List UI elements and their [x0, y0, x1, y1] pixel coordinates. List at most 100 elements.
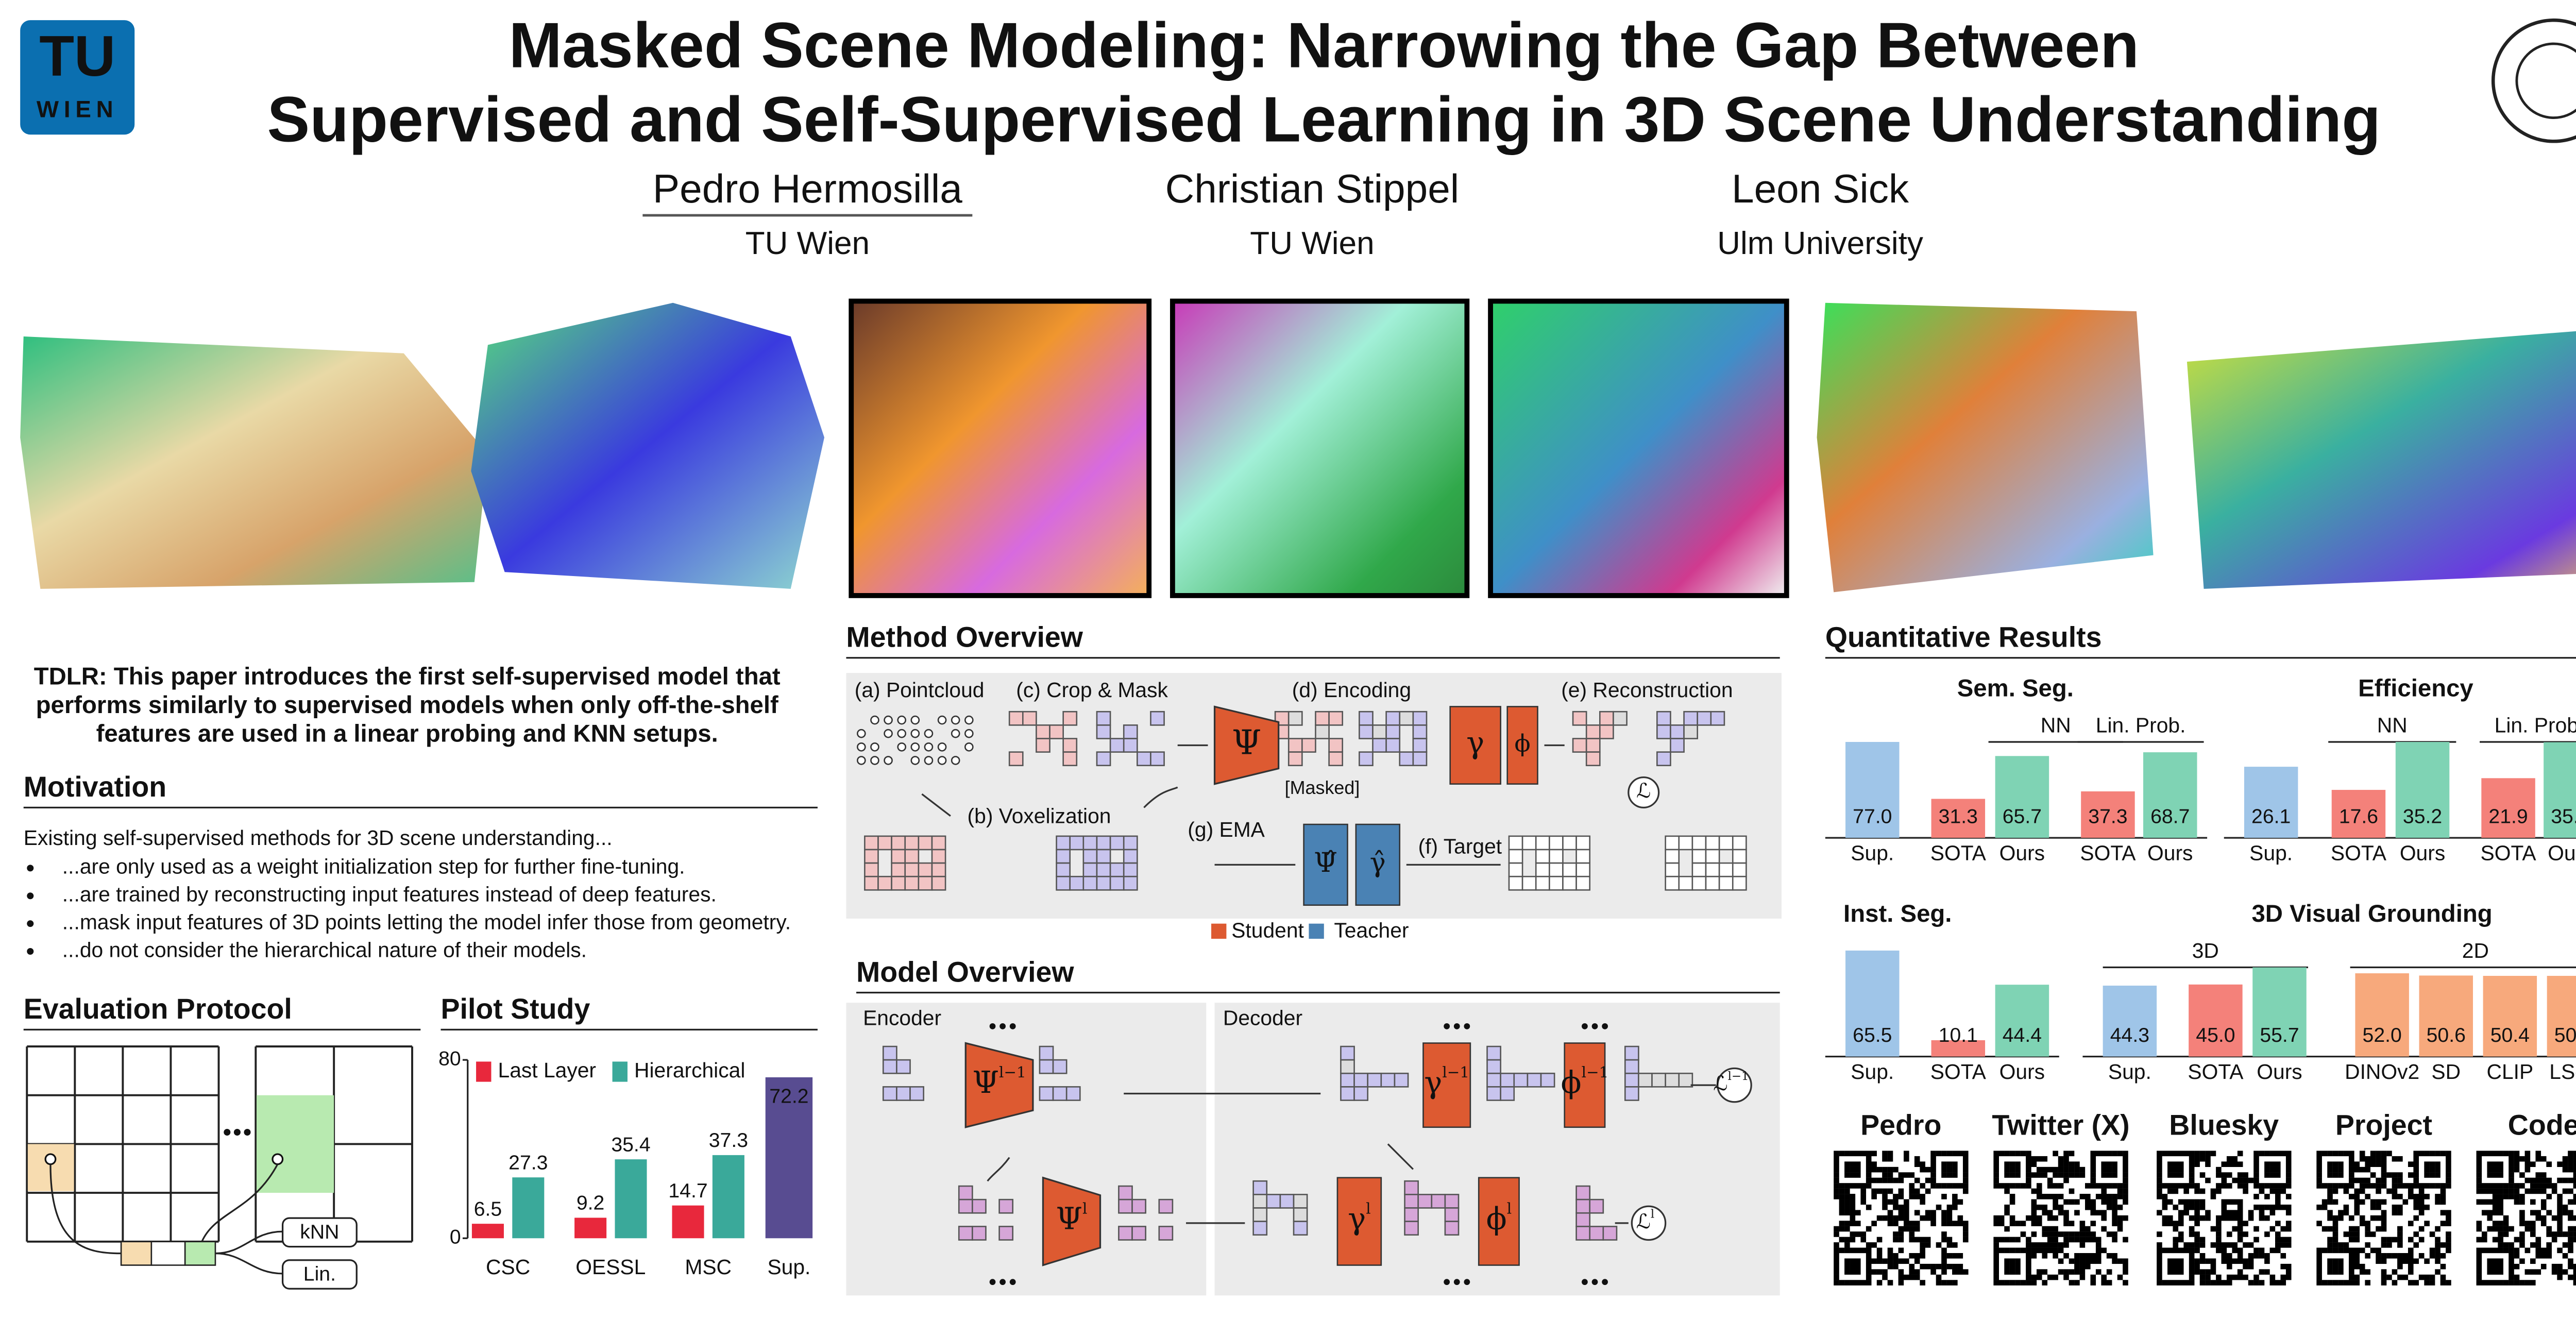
voxel	[1732, 835, 1747, 851]
voxel	[1036, 738, 1050, 753]
qr-module	[2232, 1199, 2238, 1205]
qr-module	[1952, 1199, 1958, 1205]
qr-module	[2514, 1156, 2520, 1162]
qr-module	[1904, 1274, 1909, 1280]
qr-module	[1893, 1215, 1899, 1221]
qr-module	[2112, 1199, 2117, 1205]
qr-module	[1871, 1194, 1877, 1199]
qr-module	[2492, 1210, 2498, 1216]
qr-module	[2069, 1151, 2075, 1157]
qr-module	[2042, 1247, 2048, 1254]
qr-module	[2546, 1177, 2552, 1183]
qr-module	[2535, 1215, 2541, 1221]
qr-module	[2026, 1269, 2031, 1275]
qr-module	[2026, 1242, 2031, 1248]
qr-module	[2321, 1204, 2328, 1210]
qr-module	[2053, 1242, 2058, 1248]
motivation-bullet: ...do not consider the hierarchical natu…	[62, 938, 587, 961]
qr-module	[2498, 1172, 2503, 1178]
qr-module	[2321, 1199, 2328, 1205]
qr-module	[2248, 1280, 2254, 1286]
qr-module	[2509, 1263, 2514, 1270]
voxel	[998, 1198, 1014, 1214]
qr-module	[2535, 1188, 2541, 1194]
qr-module	[2413, 1172, 2419, 1178]
qr-module	[2123, 1194, 2128, 1199]
qr-module	[2269, 1151, 2276, 1157]
qr-module	[2354, 1247, 2360, 1254]
qr-module	[2036, 1247, 2042, 1254]
qr-module	[2476, 1280, 2482, 1286]
qr-module	[1946, 1151, 1953, 1157]
qr-module	[1839, 1210, 1845, 1216]
qr-module	[2031, 1231, 2037, 1237]
qr-module	[2370, 1204, 2376, 1210]
qr-module	[1855, 1247, 1861, 1254]
qr-module	[2359, 1263, 2365, 1270]
qr-module	[2551, 1215, 2557, 1221]
qr-module	[2476, 1199, 2482, 1205]
qr-module	[2413, 1151, 2419, 1157]
qr-module	[2157, 1151, 2162, 1157]
bar	[1995, 985, 2049, 1057]
qr-module	[2101, 1247, 2107, 1254]
qr-module	[2221, 1247, 2227, 1254]
voxel	[1293, 1221, 1308, 1236]
qr-module	[2408, 1247, 2414, 1254]
voxel	[1082, 849, 1098, 864]
qr-module	[2519, 1183, 2525, 1189]
qr-module	[2157, 1280, 2162, 1286]
qr-module	[2047, 1274, 2053, 1280]
qr-module	[2354, 1194, 2360, 1199]
voxel	[1638, 1072, 1653, 1088]
qr-module	[2540, 1188, 2547, 1194]
qr-module	[2004, 1247, 2010, 1254]
value-label: 35.1	[2551, 805, 2576, 827]
qr-module	[2392, 1280, 2398, 1286]
qr-module	[2004, 1183, 2010, 1189]
voxel	[1069, 835, 1084, 851]
qr-module	[2487, 1269, 2493, 1275]
voxel	[896, 1086, 911, 1101]
qr-module	[2210, 1269, 2216, 1275]
qr-module	[1887, 1258, 1893, 1264]
qr-module	[2530, 1280, 2536, 1286]
qr-module	[2370, 1215, 2376, 1221]
qr-module	[2381, 1156, 2387, 1162]
qr-module	[2435, 1242, 2441, 1248]
qr-module	[1860, 1231, 1867, 1237]
chart-title: Inst. Seg.	[1843, 900, 1952, 927]
qr-module	[2492, 1204, 2498, 1210]
qr-module	[2321, 1226, 2328, 1232]
value-label: 26.1	[2251, 805, 2291, 827]
qr-module	[2562, 1210, 2568, 1216]
ellipsis	[989, 1279, 996, 1286]
qr-module	[2338, 1258, 2344, 1264]
voxel	[1535, 849, 1550, 864]
qr-module	[1952, 1280, 1958, 1286]
qr-module	[2031, 1221, 2037, 1226]
voxel	[877, 835, 892, 851]
qr-module	[2090, 1183, 2096, 1189]
qr-module	[2338, 1269, 2344, 1275]
qr-module	[2085, 1253, 2091, 1259]
qr-module	[2259, 1215, 2265, 1221]
qr-module	[2248, 1258, 2254, 1264]
qr-module	[2264, 1161, 2270, 1167]
voxel	[972, 1198, 987, 1214]
value-label: 37.3	[2088, 805, 2127, 827]
qr-module	[2194, 1263, 2200, 1270]
value-label: 27.3	[509, 1152, 548, 1174]
qr-module	[2216, 1274, 2222, 1280]
qr-module	[2381, 1258, 2387, 1264]
qr-module	[2365, 1242, 2370, 1248]
qr-module	[2173, 1151, 2179, 1157]
qr-module	[2514, 1161, 2520, 1167]
voxel	[1572, 738, 1587, 753]
qr-module	[2253, 1161, 2259, 1167]
qr-module	[2381, 1161, 2387, 1167]
qr-module	[2392, 1253, 2398, 1259]
voxel	[1385, 724, 1401, 739]
tldr-text: features are used in a linear probing an…	[96, 720, 718, 747]
qr-module	[2359, 1215, 2365, 1221]
